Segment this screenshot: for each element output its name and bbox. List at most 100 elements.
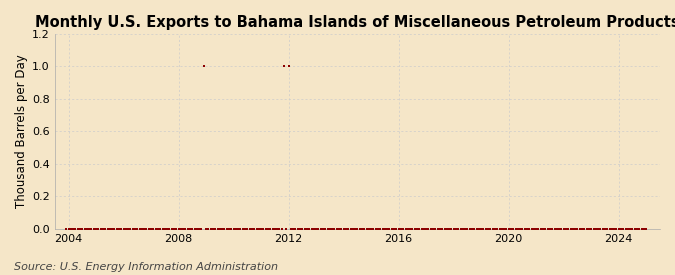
Point bbox=[148, 226, 159, 231]
Point bbox=[377, 226, 388, 231]
Point bbox=[263, 226, 273, 231]
Point bbox=[134, 226, 145, 231]
Point bbox=[529, 226, 539, 231]
Point bbox=[178, 226, 188, 231]
Point bbox=[616, 226, 626, 231]
Point bbox=[641, 226, 651, 231]
Point bbox=[581, 226, 592, 231]
Point bbox=[281, 226, 292, 231]
Point bbox=[591, 226, 601, 231]
Point bbox=[286, 226, 296, 231]
Point bbox=[251, 226, 262, 231]
Point bbox=[93, 226, 104, 231]
Point bbox=[547, 226, 558, 231]
Point bbox=[363, 226, 374, 231]
Point bbox=[310, 226, 321, 231]
Point bbox=[136, 226, 147, 231]
Point bbox=[453, 226, 464, 231]
Point bbox=[215, 226, 225, 231]
Point bbox=[146, 226, 157, 231]
Point bbox=[556, 226, 567, 231]
Point bbox=[139, 226, 150, 231]
Point bbox=[428, 226, 439, 231]
Point bbox=[267, 226, 278, 231]
Point bbox=[265, 226, 275, 231]
Point bbox=[359, 226, 370, 231]
Point bbox=[345, 226, 356, 231]
Point bbox=[586, 226, 597, 231]
Point bbox=[614, 226, 624, 231]
Point bbox=[125, 226, 136, 231]
Point bbox=[583, 226, 594, 231]
Point bbox=[483, 226, 493, 231]
Point bbox=[77, 226, 88, 231]
Point bbox=[132, 226, 142, 231]
Point bbox=[609, 226, 620, 231]
Point bbox=[576, 226, 587, 231]
Point bbox=[240, 226, 250, 231]
Point bbox=[629, 226, 640, 231]
Point bbox=[487, 226, 498, 231]
Point bbox=[517, 226, 528, 231]
Point bbox=[551, 226, 562, 231]
Point bbox=[535, 226, 546, 231]
Point bbox=[65, 226, 76, 231]
Point bbox=[320, 226, 331, 231]
Point bbox=[290, 226, 301, 231]
Point bbox=[226, 226, 237, 231]
Point bbox=[109, 226, 119, 231]
Point bbox=[258, 226, 269, 231]
Point bbox=[61, 226, 72, 231]
Point bbox=[469, 226, 480, 231]
Point bbox=[118, 226, 129, 231]
Point bbox=[542, 226, 553, 231]
Point bbox=[464, 226, 475, 231]
Point bbox=[113, 226, 124, 231]
Point bbox=[499, 226, 510, 231]
Point bbox=[625, 226, 636, 231]
Point bbox=[333, 226, 344, 231]
Point bbox=[407, 226, 418, 231]
Point bbox=[88, 226, 99, 231]
Point bbox=[476, 226, 487, 231]
Point bbox=[95, 226, 106, 231]
Point bbox=[187, 226, 198, 231]
Point bbox=[494, 226, 505, 231]
Point bbox=[116, 226, 127, 231]
Point bbox=[588, 226, 599, 231]
Point bbox=[176, 226, 186, 231]
Point bbox=[496, 226, 507, 231]
Point bbox=[515, 226, 526, 231]
Point bbox=[141, 226, 152, 231]
Point bbox=[340, 226, 351, 231]
Point bbox=[508, 226, 518, 231]
Point bbox=[545, 226, 556, 231]
Point bbox=[228, 226, 239, 231]
Point bbox=[327, 226, 338, 231]
Point bbox=[230, 226, 241, 231]
Point bbox=[558, 226, 569, 231]
Point bbox=[130, 226, 140, 231]
Point bbox=[244, 226, 255, 231]
Point bbox=[151, 226, 161, 231]
Point bbox=[524, 226, 535, 231]
Point bbox=[352, 226, 362, 231]
Point bbox=[315, 226, 326, 231]
Point bbox=[164, 226, 175, 231]
Point bbox=[336, 226, 347, 231]
Point bbox=[166, 226, 177, 231]
Point bbox=[618, 226, 628, 231]
Point bbox=[538, 226, 549, 231]
Point bbox=[111, 226, 122, 231]
Point bbox=[481, 226, 491, 231]
Point bbox=[82, 226, 92, 231]
Point bbox=[526, 226, 537, 231]
Point bbox=[418, 226, 429, 231]
Point bbox=[485, 226, 495, 231]
Point bbox=[391, 226, 402, 231]
Point bbox=[63, 226, 74, 231]
Point bbox=[313, 226, 324, 231]
Point bbox=[105, 226, 115, 231]
Point bbox=[405, 226, 416, 231]
Point bbox=[272, 226, 283, 231]
